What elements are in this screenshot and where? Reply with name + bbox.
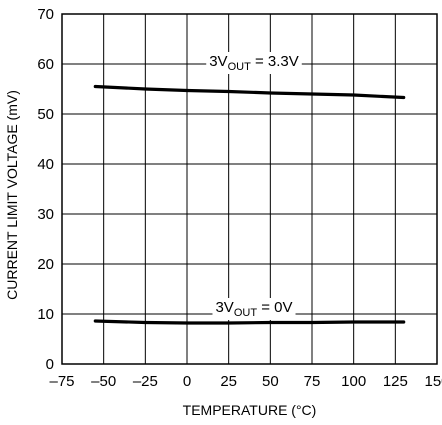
y-tick-label: 0	[46, 356, 54, 373]
series-label-main: 3V	[209, 53, 227, 70]
series-label: 3VOUT = 3.3V	[209, 53, 299, 73]
x-tick-label: 125	[383, 373, 408, 390]
series-label-subscript: OUT	[228, 61, 252, 73]
y-tick-label: 10	[37, 306, 54, 323]
x-tick-label: 75	[304, 373, 321, 390]
x-tick-label: 25	[220, 373, 237, 390]
plot-frame	[61, 13, 438, 365]
x-tick-labels: –75 –50 –25 0 25 50 75 100 125 150	[49, 373, 442, 390]
y-axis-label: CURRENT LIMIT VOLTAGE (mV)	[4, 90, 20, 300]
annotation-background	[212, 298, 296, 320]
y-tick-label: 50	[37, 106, 54, 123]
x-tick-label: 150	[424, 373, 442, 390]
x-axis-label: TEMPERATURE (°C)	[183, 402, 317, 418]
x-tick-label: –25	[133, 373, 158, 390]
series-annotation-1: 3VOUT = 3.3V	[206, 52, 302, 74]
x-tick-label: 100	[341, 373, 366, 390]
y-tick-label: 70	[37, 6, 54, 23]
x-tick-label: 0	[183, 373, 191, 390]
series-label-main: 3V	[215, 299, 233, 316]
series-label-subscript: OUT	[234, 307, 258, 319]
annotation-background	[206, 52, 302, 74]
series-line-2	[93, 319, 406, 325]
y-tick-label: 20	[37, 256, 54, 273]
series-curves	[93, 84, 406, 325]
y-tick-label: 30	[37, 206, 54, 223]
x-tick-label: –75	[49, 373, 74, 390]
series-line-1	[93, 84, 406, 100]
series-label-rest: = 0V	[257, 299, 292, 316]
y-tick-labels: 0 10 20 30 40 50 60 70	[37, 6, 54, 373]
series-annotation-2: 3VOUT = 0V	[212, 298, 296, 320]
series-label-rest: = 3.3V	[251, 53, 299, 70]
y-tick-label: 40	[37, 156, 54, 173]
x-tick-label: 50	[262, 373, 279, 390]
x-tick-label: –50	[91, 373, 116, 390]
y-tick-label: 60	[37, 56, 54, 73]
series-label: 3VOUT = 0V	[215, 299, 292, 319]
